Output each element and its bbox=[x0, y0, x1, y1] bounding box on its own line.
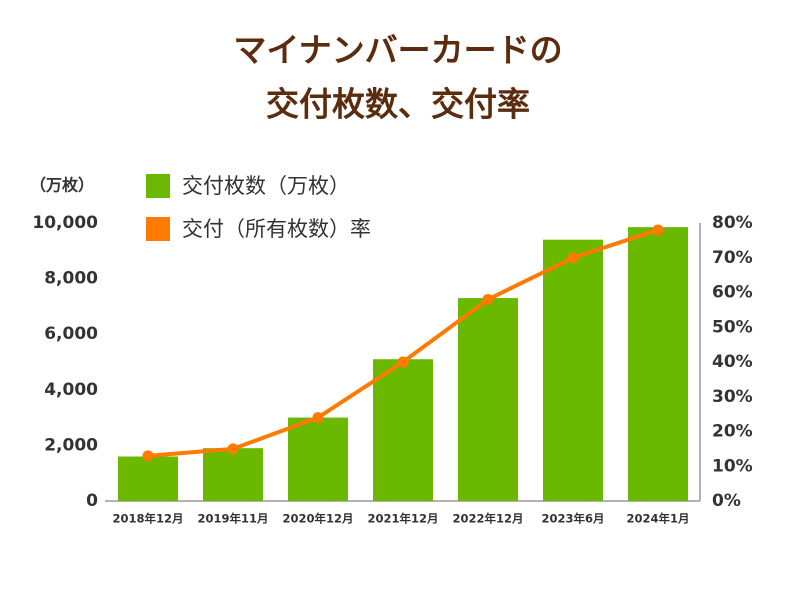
y2-tick-label: 50% bbox=[712, 317, 753, 337]
line-point bbox=[142, 450, 154, 462]
legend-label: 交付（所有枚数）率 bbox=[182, 217, 371, 241]
bar bbox=[628, 227, 688, 502]
line-point bbox=[482, 293, 494, 305]
y2-tick-label: 70% bbox=[712, 248, 753, 268]
bar bbox=[373, 359, 433, 501]
bar bbox=[118, 456, 178, 501]
bar bbox=[203, 448, 263, 501]
x-tick-label: 2021年12月 bbox=[367, 512, 438, 526]
legend-swatch bbox=[146, 174, 170, 198]
line-point bbox=[312, 412, 324, 424]
line-point bbox=[227, 443, 239, 455]
y-tick-label: 2,000 bbox=[44, 435, 98, 455]
x-tick-label: 2019年11月 bbox=[197, 512, 268, 526]
y2-tick-label: 10% bbox=[712, 456, 753, 476]
y-tick-label: 4,000 bbox=[44, 380, 98, 400]
line-point bbox=[652, 224, 664, 236]
x-tick-label: 2018年12月 bbox=[112, 512, 183, 526]
y2-tick-label: 80% bbox=[712, 213, 753, 233]
y-tick-label: 6,000 bbox=[44, 324, 98, 344]
chart-title: マイナンバーカードの bbox=[233, 31, 562, 70]
y2-tick-label: 40% bbox=[712, 352, 753, 372]
y-tick-label: 0 bbox=[86, 491, 98, 511]
x-tick-label: 2023年6月 bbox=[541, 512, 604, 526]
y2-tick-label: 60% bbox=[712, 283, 753, 303]
line-point bbox=[397, 356, 409, 368]
bar bbox=[458, 298, 518, 501]
legend-swatch bbox=[146, 217, 170, 241]
y2-tick-label: 20% bbox=[712, 422, 753, 442]
y-tick-label: 10,000 bbox=[32, 213, 98, 233]
y2-tick-label: 30% bbox=[712, 387, 753, 407]
chart-title: 交付枚数、交付率 bbox=[266, 85, 530, 124]
y-axis-label: （万枚） bbox=[30, 176, 94, 195]
legend-label: 交付枚数（万枚） bbox=[182, 174, 350, 198]
bar bbox=[543, 239, 603, 501]
x-tick-label: 2020年12月 bbox=[282, 512, 353, 526]
x-tick-label: 2024年1月 bbox=[626, 512, 689, 526]
y2-tick-label: 0% bbox=[712, 491, 741, 511]
y-tick-label: 8,000 bbox=[44, 269, 98, 289]
bar bbox=[288, 417, 348, 501]
x-tick-label: 2022年12月 bbox=[452, 512, 523, 526]
line-point bbox=[567, 252, 579, 264]
